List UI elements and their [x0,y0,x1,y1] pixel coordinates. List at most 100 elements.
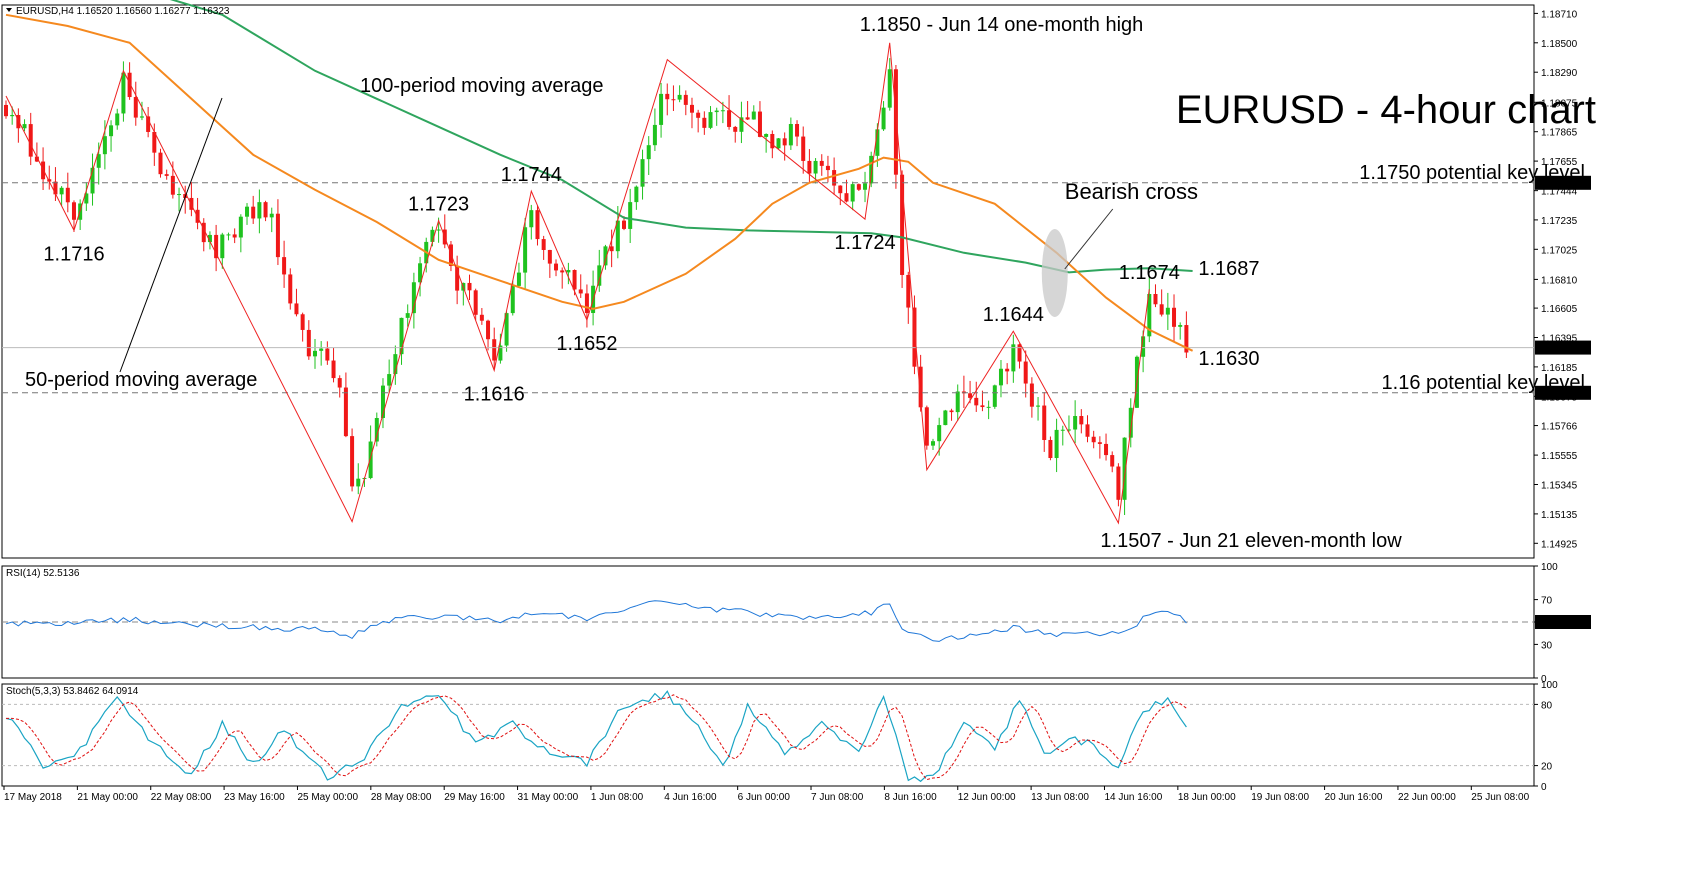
ma100-label: 100-period moving average [360,75,604,97]
candle-body [745,117,750,120]
candle-body [733,126,738,132]
candle-body [10,114,15,117]
candle-body [863,183,868,190]
candle-body [1147,293,1152,337]
candle-body [1060,429,1065,431]
candle-body [90,167,95,194]
key-level-label: 1.1750 potential key level [1359,162,1585,184]
candle-body [238,216,243,238]
candle-body [757,111,762,137]
candle-body [232,234,237,238]
candle-body [146,116,151,132]
candle-body [455,265,460,291]
candle-body [708,112,713,128]
candle-body [659,93,664,125]
candle-body [504,313,509,346]
candle-body [1172,307,1177,327]
candle-body [152,131,157,153]
candle-body [689,104,694,113]
candle-body [535,210,540,240]
candle-body [294,303,299,315]
level-tag-1600-box [1535,385,1591,400]
candle-body [1104,443,1109,456]
candle-body [609,246,614,252]
zigzag-line [5,42,1150,525]
candle-body [1005,368,1010,372]
candle-body [380,385,385,419]
candle-body [819,160,824,166]
candle-body [1153,293,1158,305]
price-annotation: 1.1850 - Jun 14 one-month high [860,14,1144,36]
x-tick-label: 7 Jun 08:00 [811,792,864,803]
candle-body [257,202,262,219]
candle-body [96,154,101,168]
x-tick-label: 25 May 00:00 [297,792,358,803]
candle-body [207,234,212,243]
candle-body [547,249,552,264]
candle-body [943,410,948,426]
candle-body [1097,442,1102,444]
key-level-label: 1.16 potential key level [1382,372,1585,394]
candle-body [22,124,27,129]
candle-body [850,184,855,202]
candle-body [473,290,478,315]
candle-body [1023,361,1028,384]
price-tick-label: 1.15135 [1541,510,1578,521]
rsi-tick-label: 100 [1541,562,1558,573]
x-tick-label: 25 Jun 08:00 [1471,792,1529,803]
candle-body [937,425,942,442]
candle-body [399,317,404,355]
candle-body [1128,407,1133,438]
candle-body [59,187,64,195]
candle-body [510,285,515,314]
price-annotation: 1.1716 [43,243,104,265]
candle-body [343,387,348,437]
candle-body [53,181,58,195]
price-panel-frame [1,4,1535,559]
candle-body [306,329,311,357]
price-annotation: 1.1723 [408,194,469,216]
price-tick-label: 1.17235 [1541,216,1578,227]
x-tick-label: 6 Jun 00:00 [738,792,791,803]
level-tag-1750-box [1535,175,1591,190]
price-tick-label: 1.18290 [1541,68,1578,79]
candle-body [411,282,416,314]
candle-body [226,234,231,236]
ma50-pointer [119,97,223,373]
rsi-tick-label: 70 [1541,596,1553,607]
candle-body [1066,429,1071,431]
current-price-tag-text: 1.16323 [1540,344,1577,355]
price-tick-label: 1.15345 [1541,481,1578,492]
x-tick-label: 20 Jun 16:00 [1325,792,1383,803]
ma50-line [5,13,1194,352]
price-tick-label: 1.16810 [1541,275,1578,286]
candle-body [869,155,874,184]
candle-body [368,441,373,479]
x-tick-label: 12 Jun 00:00 [958,792,1016,803]
candle-body [1054,429,1059,459]
candle-body [615,220,620,252]
candle-body [998,368,1003,386]
rsi-line [5,600,1187,642]
candle-body [825,165,830,171]
candle-body [924,407,929,446]
candle-body [727,110,732,127]
candle-body [720,110,725,112]
price-tick-label: 1.15555 [1541,451,1578,462]
candle-body [245,206,250,217]
candle-body [1011,344,1016,372]
stoch-panel-frame [1,683,1535,787]
price-tick-label: 1.17444 [1541,187,1578,198]
candle-body [776,138,781,149]
stoch-tick-label: 0 [1541,782,1547,793]
candle-body [980,405,985,408]
candle-body [492,339,497,361]
x-tick-label: 22 May 08:00 [151,792,212,803]
candle-body [418,263,423,283]
candle-body [1184,325,1189,353]
candle-body [739,117,744,132]
candle-body [671,99,676,101]
candle-body [597,265,602,286]
x-tick-label: 29 May 16:00 [444,792,505,803]
